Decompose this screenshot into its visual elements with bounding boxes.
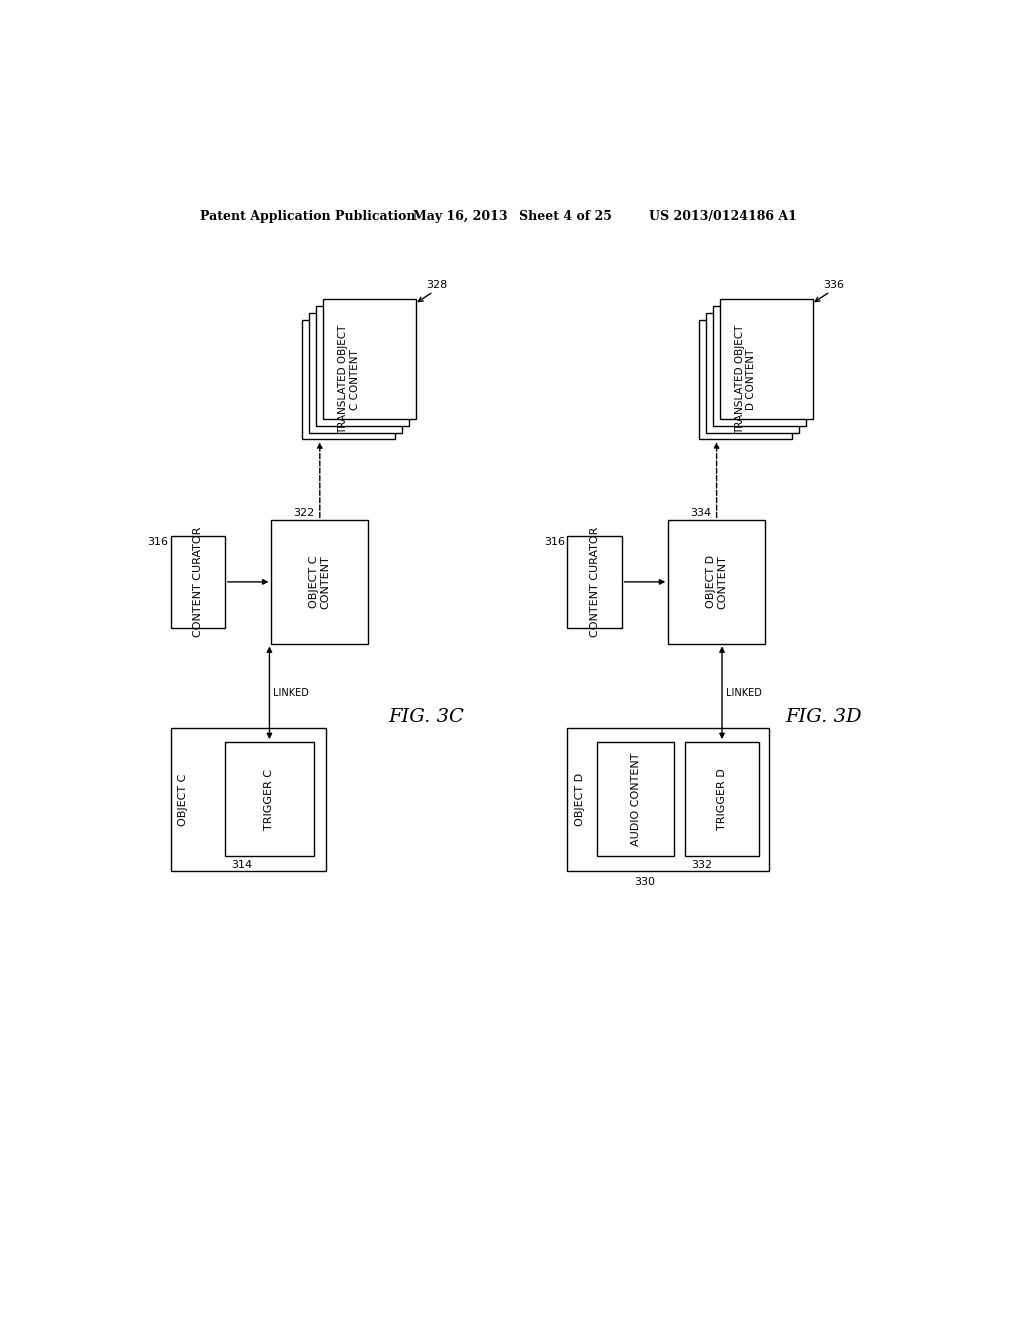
Bar — [171, 536, 225, 628]
Bar — [597, 742, 675, 857]
Text: Sheet 4 of 25: Sheet 4 of 25 — [518, 210, 611, 223]
Text: FIG. 3D: FIG. 3D — [784, 708, 861, 726]
Bar — [324, 300, 417, 418]
Bar — [713, 306, 806, 425]
Text: OBJECT D
CONTENT: OBJECT D CONTENT — [706, 554, 727, 609]
Text: TRIGGER D: TRIGGER D — [717, 768, 727, 830]
Text: Patent Application Publication: Patent Application Publication — [200, 210, 416, 223]
Bar — [271, 520, 369, 644]
Bar — [669, 520, 765, 644]
Bar — [720, 300, 813, 418]
Text: OBJECT D: OBJECT D — [574, 774, 585, 826]
Bar — [225, 742, 314, 857]
Text: LINKED: LINKED — [273, 688, 309, 698]
Text: LINKED: LINKED — [726, 688, 762, 698]
Bar — [707, 313, 799, 433]
Text: 334: 334 — [690, 508, 711, 517]
Bar — [171, 729, 326, 871]
Text: OBJECT C
CONTENT: OBJECT C CONTENT — [309, 554, 331, 609]
Text: 332: 332 — [691, 861, 713, 870]
Text: TRANSLATED OBJECT
D CONTENT: TRANSLATED OBJECT D CONTENT — [735, 325, 757, 434]
Text: 336: 336 — [823, 280, 845, 290]
Text: TRIGGER C: TRIGGER C — [264, 768, 274, 829]
Text: 314: 314 — [231, 861, 252, 870]
Bar — [316, 306, 410, 425]
Bar — [699, 321, 793, 440]
Text: OBJECT C: OBJECT C — [178, 774, 188, 825]
Text: 328: 328 — [427, 280, 447, 290]
Text: 316: 316 — [544, 537, 565, 546]
Text: FIG. 3C: FIG. 3C — [388, 708, 464, 726]
Text: 316: 316 — [147, 537, 168, 546]
Text: CONTENT CURATOR: CONTENT CURATOR — [590, 527, 599, 638]
Text: TRANSLATED OBJECT
C CONTENT: TRANSLATED OBJECT C CONTENT — [338, 325, 359, 434]
Bar — [567, 729, 769, 871]
Text: 322: 322 — [293, 508, 314, 517]
Bar — [302, 321, 395, 440]
Text: AUDIO CONTENT: AUDIO CONTENT — [631, 752, 641, 846]
Bar — [567, 536, 622, 628]
Bar — [685, 742, 759, 857]
Text: 330: 330 — [635, 878, 655, 887]
Bar — [309, 313, 402, 433]
Text: May 16, 2013: May 16, 2013 — [414, 210, 508, 223]
Text: CONTENT CURATOR: CONTENT CURATOR — [193, 527, 203, 638]
Text: US 2013/0124186 A1: US 2013/0124186 A1 — [649, 210, 797, 223]
